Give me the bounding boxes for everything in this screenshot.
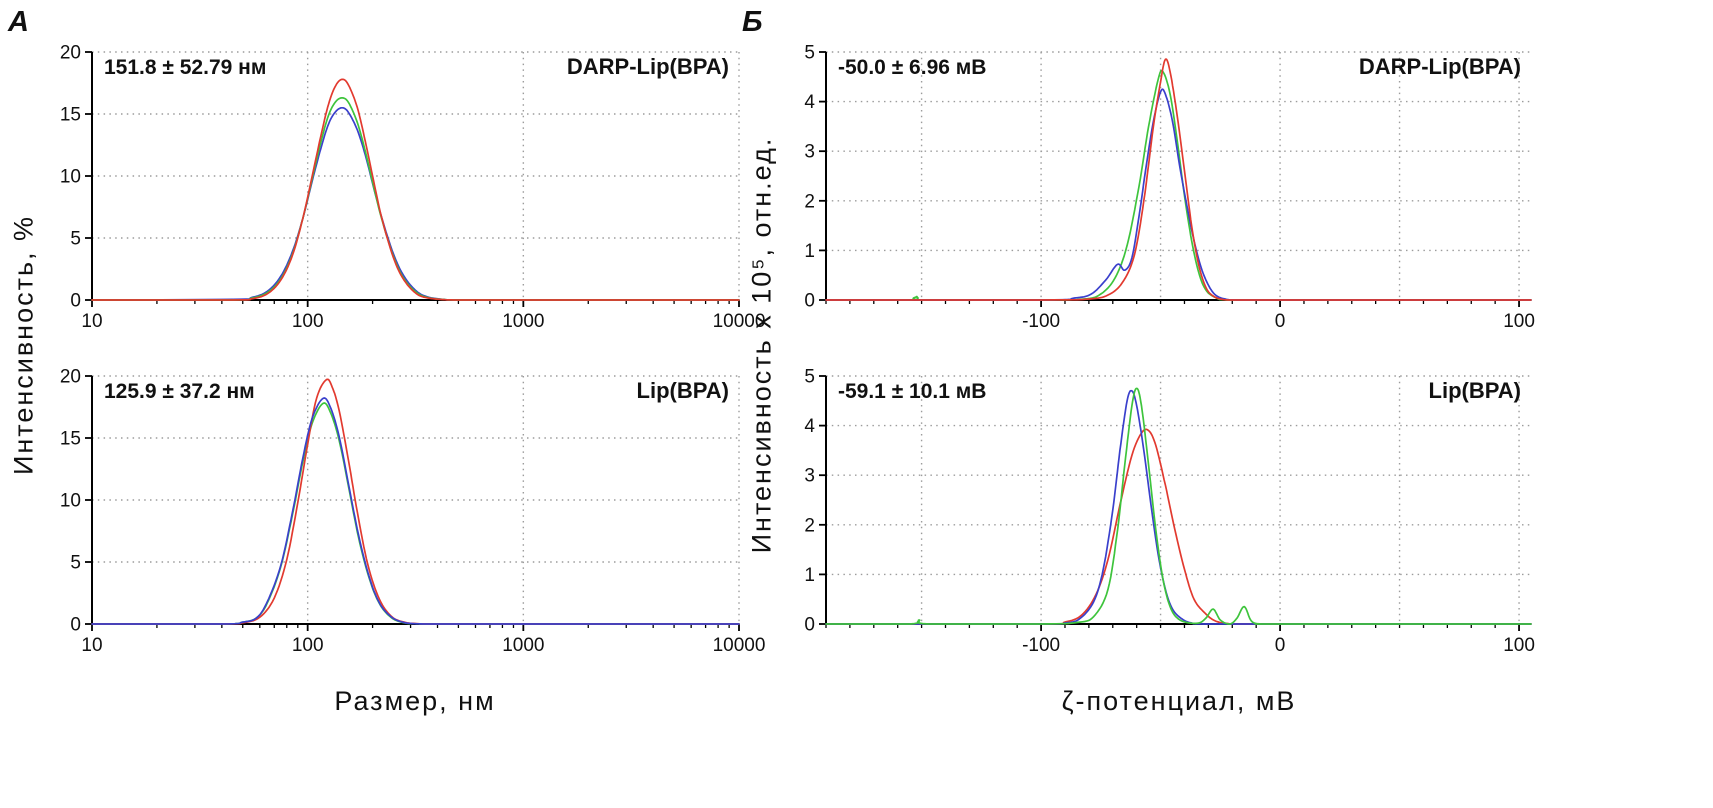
- size-distribution-chart-darp-lip-bpa: 10 100 1000 10000 0 5 10 15 20 151.8 ± 52.79 нм DA…: [60, 43, 766, 333]
- svg-text:2: 2: [804, 191, 815, 212]
- y-axis-title-intensity-units: Интенсивность x 10⁵, отн.ед.: [746, 136, 777, 554]
- size-distribution-chart-lip-bpa: 10 100 1000 10000 0 5 10 15 20 125.9 ± 37.2 нм Lip…: [60, 367, 766, 657]
- svg-text:-100: -100: [1022, 635, 1060, 656]
- svg-text:3: 3: [804, 466, 815, 487]
- svg-text:20: 20: [60, 43, 81, 64]
- svg-text:DARP-Lip(BPA): DARP-Lip(BPA): [1359, 54, 1521, 79]
- svg-text:-50.0 ± 6.96 мВ: -50.0 ± 6.96 мВ: [838, 56, 986, 79]
- svg-text:1: 1: [804, 565, 815, 586]
- svg-text:1: 1: [804, 241, 815, 262]
- svg-text:10000: 10000: [713, 311, 766, 332]
- svg-text:10: 10: [60, 167, 81, 188]
- svg-text:4: 4: [804, 416, 815, 437]
- svg-text:5: 5: [70, 553, 81, 574]
- svg-text:Lip(BPA): Lip(BPA): [637, 378, 729, 403]
- svg-text:10: 10: [81, 311, 102, 332]
- svg-text:0: 0: [804, 615, 815, 636]
- y-axis-title-intensity-percent: Интенсивность, %: [8, 214, 39, 476]
- x-axis-title-size: Размер, нм: [334, 686, 496, 716]
- svg-text:10000: 10000: [713, 635, 766, 656]
- svg-text:1000: 1000: [502, 635, 544, 656]
- svg-text:15: 15: [60, 105, 81, 126]
- svg-text:5: 5: [804, 367, 815, 388]
- svg-text:10: 10: [60, 491, 81, 512]
- svg-text:0: 0: [804, 291, 815, 312]
- svg-text:4: 4: [804, 92, 815, 113]
- svg-text:125.9 ± 37.2 нм: 125.9 ± 37.2 нм: [104, 380, 255, 403]
- svg-text:100: 100: [292, 635, 324, 656]
- zeta-potential-chart-lip-bpa: -100 0 100 0 1 2 3 4 5 -59.1 ± 10.1 мВ Lip(BPA): [804, 367, 1535, 657]
- x-axis-title-zeta-potential: ζ-потенциал, мВ: [1061, 686, 1297, 716]
- svg-text:-100: -100: [1022, 311, 1060, 332]
- zeta-potential-chart-darp-lip-bpa: -100 0 100 0 1 2 3 4 5 -50.0 ± 6.96 мВ DARP-Lip(BP…: [804, 43, 1535, 333]
- svg-text:20: 20: [60, 367, 81, 388]
- svg-text:0: 0: [1275, 311, 1286, 332]
- svg-text:DARP-Lip(BPA): DARP-Lip(BPA): [567, 54, 729, 79]
- svg-text:3: 3: [804, 142, 815, 163]
- svg-text:Lip(BPA): Lip(BPA): [1429, 378, 1521, 403]
- svg-text:15: 15: [60, 429, 81, 450]
- svg-text:-59.1 ± 10.1 мВ: -59.1 ± 10.1 мВ: [838, 380, 986, 403]
- svg-text:5: 5: [804, 43, 815, 64]
- svg-text:0: 0: [70, 291, 81, 312]
- svg-text:100: 100: [292, 311, 324, 332]
- svg-text:5: 5: [70, 229, 81, 250]
- svg-text:100: 100: [1503, 635, 1535, 656]
- svg-text:1000: 1000: [502, 311, 544, 332]
- svg-text:10: 10: [81, 635, 102, 656]
- svg-text:2: 2: [804, 515, 815, 536]
- svg-text:100: 100: [1503, 311, 1535, 332]
- svg-text:0: 0: [1275, 635, 1286, 656]
- panel-a-label: А: [8, 6, 29, 38]
- panel-b-label: Б: [742, 6, 763, 38]
- svg-text:151.8 ± 52.79 нм: 151.8 ± 52.79 нм: [104, 56, 266, 79]
- svg-text:0: 0: [70, 615, 81, 636]
